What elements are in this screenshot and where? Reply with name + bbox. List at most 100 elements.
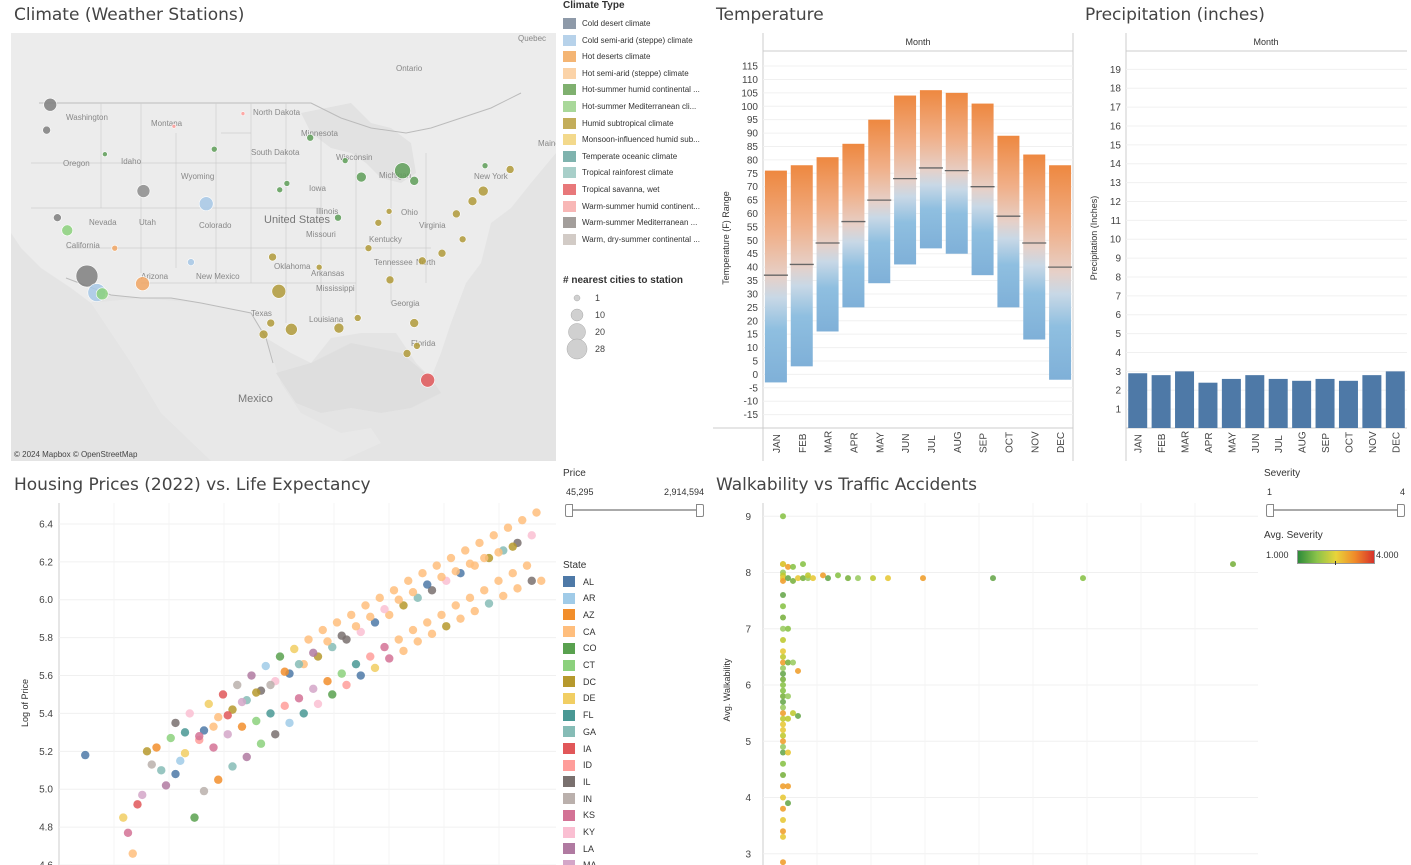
- price-slider-min-handle[interactable]: [565, 504, 573, 517]
- climate-legend-item[interactable]: Cold semi-arid (steppe) climate: [563, 33, 693, 48]
- climate-legend-item[interactable]: Tropical savanna, wet: [563, 182, 660, 197]
- weather-station-map[interactable]: Quebec Ontario Washington Montana North Dako…: [11, 33, 556, 461]
- walk-ytick: 9: [745, 512, 751, 523]
- climate-legend-item[interactable]: Warm-summer Mediterranean ...: [563, 215, 697, 230]
- housing-point: [313, 699, 323, 709]
- walk-point: [785, 625, 791, 632]
- precipitation-chart[interactable]: Month 19 18 17 16 15 14 13 12 11 10 9 8 7 6 5 4 3 2 1 JAN F…: [1085, 33, 1407, 461]
- climate-swatch: [563, 18, 576, 29]
- state-legend-title: State: [563, 560, 587, 571]
- state-legend-item[interactable]: CO: [563, 641, 597, 656]
- state-legend-item[interactable]: DC: [563, 674, 596, 689]
- precip-ytick: 9: [1115, 254, 1121, 265]
- state-legend-item[interactable]: AZ: [563, 607, 595, 622]
- housing-point: [427, 629, 437, 639]
- price-max: 2,914,594: [663, 487, 704, 497]
- state-legend-item[interactable]: IL: [563, 774, 591, 789]
- severity-slider-max-handle[interactable]: [1397, 504, 1405, 517]
- severity-filter[interactable]: Severity 1 4: [1264, 468, 1409, 523]
- precip-xtick: JUN: [1251, 434, 1262, 453]
- temperature-chart[interactable]: Month 1151101051009590858075706560555045…: [713, 33, 1075, 461]
- map-attribution[interactable]: © 2024 Mapbox © OpenStreetMap: [14, 450, 138, 459]
- climate-legend-item[interactable]: Temperate oceanic climate: [563, 149, 677, 164]
- price-slider-track[interactable]: [568, 509, 702, 511]
- climate-swatch: [563, 101, 576, 112]
- walk-point: [795, 667, 801, 674]
- walk-point: [780, 653, 786, 660]
- state-swatch: [563, 759, 575, 771]
- housing-ytick: 5.0: [39, 785, 53, 796]
- state-legend-item[interactable]: CA: [563, 624, 596, 639]
- precip-ytick: 17: [1110, 103, 1122, 114]
- temp-range-bar: [842, 143, 865, 308]
- climate-legend-item[interactable]: Tropical rainforest climate: [563, 165, 673, 180]
- climate-legend-item[interactable]: Hot semi-arid (steppe) climate: [563, 66, 689, 81]
- state-swatch: [563, 709, 575, 721]
- walk-point: [780, 659, 786, 666]
- precip-bar: [1268, 378, 1288, 428]
- climate-legend-item[interactable]: Humid subtropical climate: [563, 116, 674, 131]
- temp-ylabel: Temperature (F) Range: [721, 191, 731, 285]
- state-legend-item[interactable]: IN: [563, 791, 592, 806]
- housing-point: [166, 733, 175, 743]
- housing-scatter[interactable]: 6.4 6.2 6.0 5.8 5.6 5.4 5.2 5.0 4.8 4.6 Log of Pr…: [11, 503, 556, 865]
- housing-point: [451, 567, 460, 576]
- state-legend-item[interactable]: GA: [563, 724, 596, 739]
- climate-legend-item[interactable]: Hot-summer humid continental ...: [563, 82, 700, 97]
- state-label: AR: [583, 593, 596, 604]
- state-legend-item[interactable]: AR: [563, 591, 596, 606]
- climate-label: Monsoon-influenced humid sub...: [582, 135, 700, 145]
- housing-point: [223, 730, 232, 739]
- state-legend-item[interactable]: ID: [563, 758, 592, 773]
- state-label: LA: [583, 843, 595, 854]
- climate-legend-item[interactable]: Warm-summer humid continent...: [563, 199, 700, 214]
- climate-swatch: [563, 51, 576, 63]
- price-filter[interactable]: Price 45,295 2,914,594: [563, 468, 708, 523]
- housing-point: [275, 652, 285, 661]
- state-legend-item[interactable]: DE: [563, 691, 596, 706]
- housing-point: [242, 752, 251, 762]
- station-dot: [315, 263, 323, 271]
- map-place-label: Florida: [411, 339, 436, 348]
- housing-point: [228, 705, 237, 714]
- state-swatch: [563, 776, 575, 788]
- climate-legend-item[interactable]: Monsoon-influenced humid sub...: [563, 132, 700, 147]
- state-label: KY: [583, 827, 596, 837]
- housing-point: [176, 756, 185, 765]
- climate-label: Cold desert climate: [582, 19, 651, 28]
- climate-legend-item[interactable]: Cold desert climate: [563, 16, 650, 31]
- state-legend-item[interactable]: IA: [563, 741, 592, 756]
- climate-legend-item[interactable]: Warm, dry-summer continental ...: [563, 232, 700, 247]
- severity-min: 1: [1267, 487, 1273, 497]
- housing-point: [508, 542, 517, 551]
- state-legend-item[interactable]: LA: [563, 841, 594, 856]
- walkability-scatter[interactable]: 9 8 7 6 5 4 3 Avg. Walkability: [713, 503, 1258, 865]
- precip-bar: [1128, 373, 1148, 428]
- walk-point: [820, 572, 826, 579]
- state-legend-item[interactable]: MA: [563, 858, 597, 865]
- state-legend-item[interactable]: CT: [563, 658, 595, 673]
- severity-slider-track[interactable]: [1269, 509, 1403, 511]
- station-dot: [394, 162, 411, 180]
- housing-point: [475, 538, 484, 548]
- precip-ytick: 16: [1110, 121, 1122, 132]
- housing-point: [180, 728, 190, 737]
- precip-bar: [1292, 380, 1312, 428]
- state-legend-item[interactable]: AL: [563, 574, 594, 589]
- precip-ylabel: Precipitation (Inches): [1089, 196, 1099, 281]
- housing-point: [451, 601, 460, 610]
- map-place-label: Texas: [251, 309, 272, 318]
- housing-point: [81, 750, 90, 760]
- climate-legend-item[interactable]: Hot deserts climate: [563, 49, 650, 64]
- state-legend-item[interactable]: KS: [563, 808, 595, 823]
- price-slider-max-handle[interactable]: [696, 504, 704, 517]
- walk-point: [780, 577, 786, 584]
- size-28: 28: [595, 344, 605, 354]
- walk-ylabel: Avg. Walkability: [722, 658, 732, 722]
- state-legend-item[interactable]: KY: [563, 825, 595, 840]
- state-legend-item[interactable]: FL: [563, 708, 594, 723]
- housing-point: [342, 680, 351, 690]
- climate-legend-item[interactable]: Hot-summer Mediterranean cli...: [563, 99, 696, 114]
- severity-slider-min-handle[interactable]: [1266, 504, 1274, 517]
- walk-point: [780, 794, 786, 801]
